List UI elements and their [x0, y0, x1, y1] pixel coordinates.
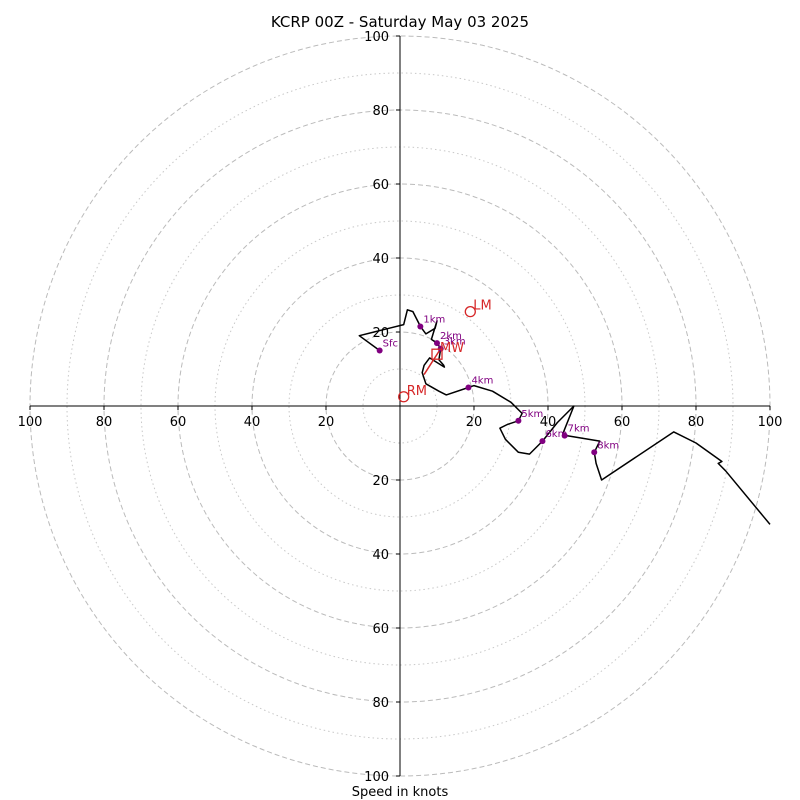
- y-tick-label: 100: [364, 770, 389, 785]
- y-tick-label: 60: [372, 178, 389, 193]
- y-tick-label: 80: [372, 696, 389, 711]
- y-tick-label: 100: [364, 30, 389, 45]
- x-axis-label: Speed in knots: [352, 785, 449, 800]
- storm-motion-label-LM: LM: [473, 299, 491, 314]
- height-marker-8km: [591, 449, 598, 456]
- axes: [30, 36, 770, 776]
- x-tick-label: 100: [18, 415, 43, 430]
- y-tick-label: 20: [372, 474, 389, 489]
- x-tick-label: 60: [614, 415, 631, 430]
- storm-motion-label-MW: MW: [440, 341, 464, 356]
- chart-title: KCRP 00Z - Saturday May 03 2025: [271, 13, 529, 31]
- y-tick-label: 80: [372, 104, 389, 119]
- x-tick-label: 100: [758, 415, 783, 430]
- storm-motion-marker-RM: [398, 391, 410, 403]
- height-label-4km: 4km: [471, 376, 493, 387]
- storm-motion-marker-MW: [431, 348, 443, 360]
- hodograph-line: [358, 309, 771, 525]
- height-label-6km: 6km: [545, 429, 567, 440]
- x-tick-label: 80: [688, 415, 705, 430]
- y-tick-label: 40: [372, 548, 389, 563]
- storm-motion-markers: LM RM MW: [398, 299, 492, 403]
- height-label-5km: 5km: [521, 409, 543, 420]
- x-tick-label: 20: [466, 415, 483, 430]
- height-marker-1km: [417, 323, 424, 330]
- height-marker-6km: [539, 438, 546, 445]
- x-tick-label: 40: [244, 415, 261, 430]
- height-label-8km: 8km: [597, 440, 619, 451]
- tick-labels: 100 80 60 40 20 20 40 60 80 100100806040202040608…: [18, 30, 783, 785]
- height-label-2km: 2km: [440, 331, 462, 342]
- hodograph-trace: [358, 309, 771, 525]
- x-tick-label: 60: [170, 415, 187, 430]
- storm-motion-label-RM: RM: [407, 384, 427, 399]
- y-tick-label: 40: [372, 252, 389, 267]
- height-label-1km: 1km: [423, 314, 445, 325]
- height-marker-Sfc: [376, 347, 383, 354]
- storm-motion-marker-LM: [464, 305, 476, 318]
- height-marker-2km: [434, 340, 440, 347]
- x-tick-label: 40: [540, 415, 557, 430]
- x-tick-label: 80: [96, 415, 113, 430]
- height-marker-7km: [561, 432, 568, 439]
- x-tick-label: 20: [318, 415, 335, 430]
- height-label-Sfc: Sfc: [383, 339, 398, 350]
- y-tick-label: 60: [372, 622, 389, 637]
- height-marker-5km: [515, 417, 522, 424]
- height-label-7km: 7km: [568, 424, 590, 435]
- height-label-3km: 3km: [444, 337, 466, 348]
- shear-vector-line: [423, 348, 442, 375]
- shear-vector: [423, 348, 442, 375]
- height-marker-4km: [465, 384, 472, 391]
